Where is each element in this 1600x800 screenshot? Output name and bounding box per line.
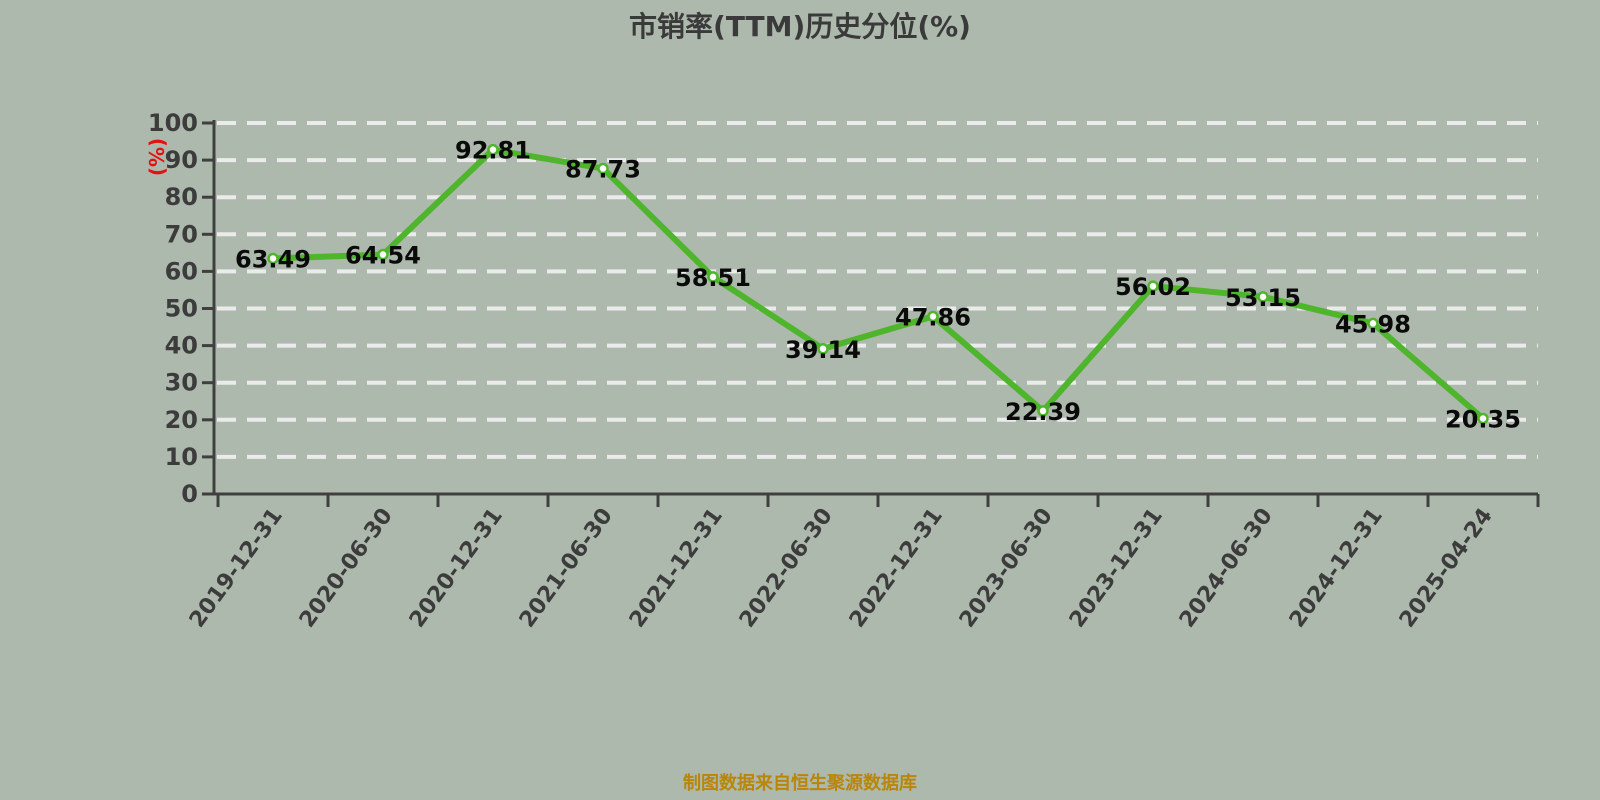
data-point-marker: [487, 143, 499, 156]
x-tick-label: 2022-06-30: [735, 504, 838, 633]
data-point-label: 22.39: [1005, 398, 1081, 426]
data-point-label: 87.73: [565, 156, 641, 184]
y-tick-label: 50: [165, 295, 198, 323]
data-point-marker: [1367, 317, 1379, 330]
y-tick-label: 20: [165, 406, 198, 434]
x-tick-label: 2021-06-30: [515, 504, 618, 633]
y-tick-label: 60: [165, 257, 198, 285]
data-point-marker: [927, 310, 939, 323]
y-tick-label: 30: [165, 369, 198, 397]
x-tick-labels-group: 2019-12-31 2020-06-30 2020-12-31 2021-06-30…: [185, 504, 1498, 633]
data-point-marker: [267, 252, 279, 265]
data-point-marker: [1477, 412, 1489, 425]
data-point-marker: [597, 162, 609, 175]
data-point-label: 58.51: [675, 264, 751, 292]
data-point-marker: [707, 271, 719, 283]
data-points-group: [267, 143, 1489, 425]
y-tick-label: 70: [165, 220, 198, 248]
x-tick-label: 2020-12-31: [405, 504, 508, 633]
y-tick-label: 100: [148, 109, 198, 137]
x-tick-label: 2023-06-30: [955, 504, 1058, 633]
y-tick-labels-group: 0 10 20 30 40 50 60 70 80 90 100(%): [145, 109, 198, 508]
data-point-marker: [1037, 405, 1049, 417]
data-point-label: 64.54: [345, 242, 421, 270]
data-point-label: 92.81: [455, 137, 531, 165]
x-tick-label: 2024-06-30: [1175, 504, 1278, 633]
data-point-label: 47.86: [895, 303, 971, 331]
gridlines-group: [217, 121, 1538, 459]
data-point-label: 45.98: [1335, 310, 1411, 338]
series-group: [270, 146, 1486, 422]
x-tick-label: 2019-12-31: [185, 504, 288, 633]
y-tick-label: 90: [165, 146, 198, 174]
data-point-label: 39.14: [785, 336, 861, 364]
data-point-label: 20.35: [1445, 406, 1521, 434]
y-tick-label: 10: [165, 443, 198, 471]
y-tick-label: 80: [165, 183, 198, 211]
y-tick-label: 40: [165, 332, 198, 360]
data-point-label: 63.49: [235, 245, 311, 273]
x-tick-label: 2024-12-31: [1285, 504, 1388, 633]
y-tick-label: 0: [181, 480, 198, 508]
point-labels-group: 63.49 64.54 92.81 87.73 58.51 39.14 47.86 22.39…: [235, 137, 1521, 434]
chart-footer: 制图数据来自恒生聚源数据库: [683, 773, 917, 794]
data-point-marker: [377, 248, 389, 261]
axes-group: [202, 120, 1540, 507]
x-tick-label: 2023-12-31: [1065, 504, 1168, 633]
x-tick-label: 2021-12-31: [625, 504, 728, 633]
x-tick-label: 2022-12-31: [845, 504, 948, 633]
series-polyline: [270, 146, 1486, 422]
data-point-marker: [1257, 291, 1269, 303]
data-point-label: 56.02: [1115, 273, 1191, 301]
y-axis-unit-label: (%): [145, 138, 169, 176]
chart-title: 市销率(TTM)历史分位(%): [629, 10, 971, 43]
x-tick-label: 2025-04-24: [1395, 504, 1498, 633]
data-point-marker: [817, 343, 829, 355]
x-tick-label: 2020-06-30: [295, 504, 398, 633]
data-point-marker: [1147, 280, 1159, 292]
data-point-label: 53.15: [1225, 284, 1301, 312]
